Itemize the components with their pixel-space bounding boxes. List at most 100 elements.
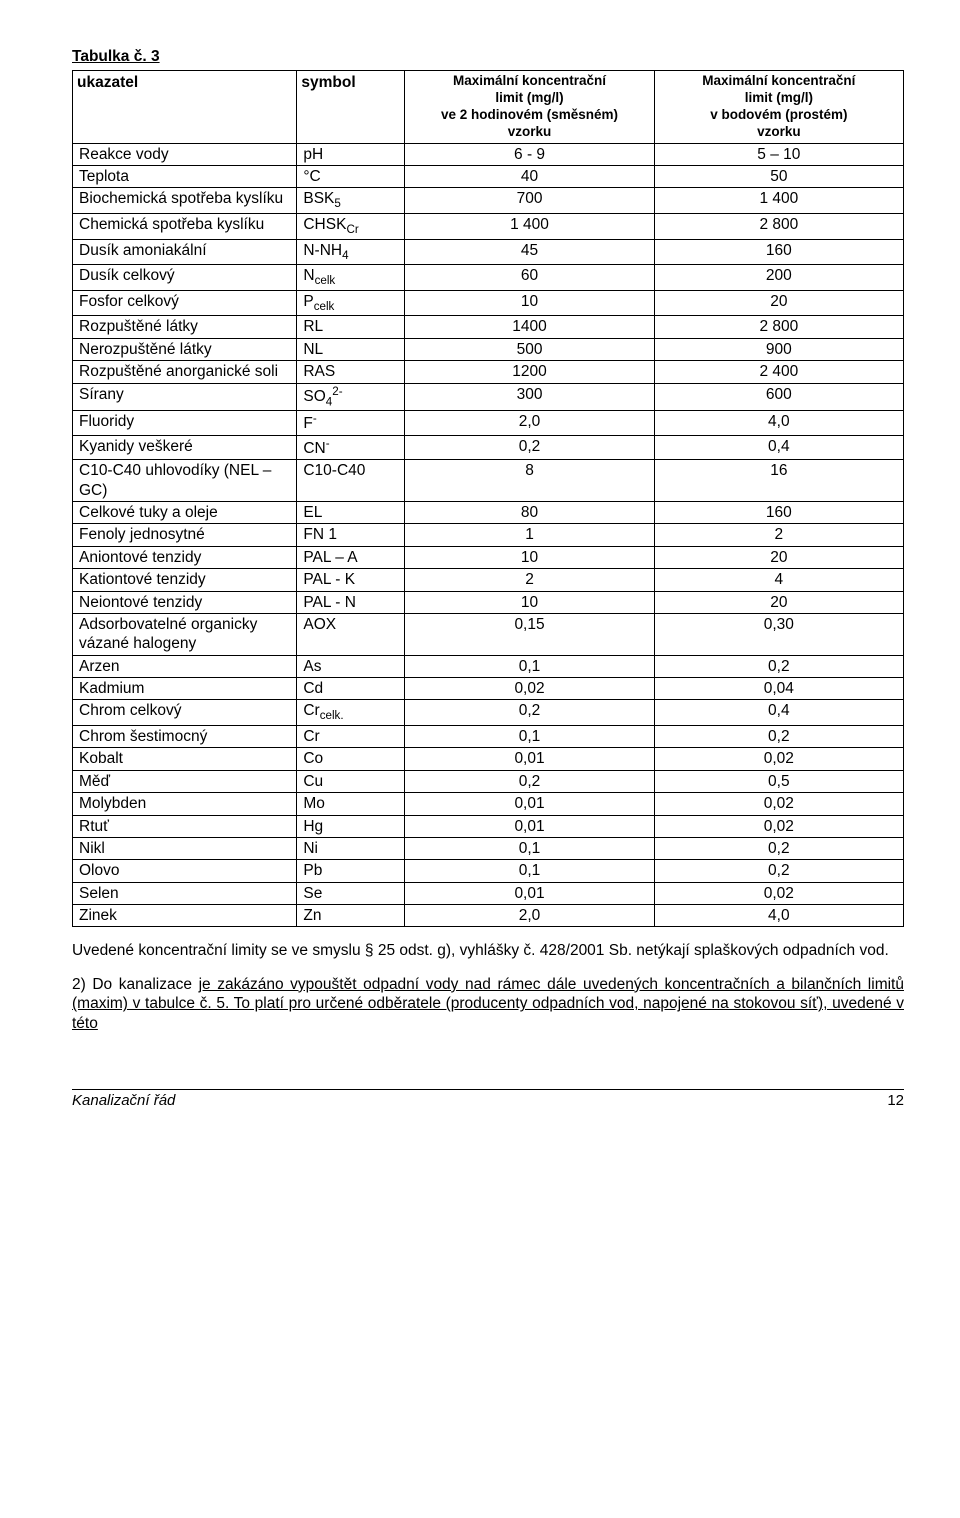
- cell-limit-2h: 0,1: [405, 837, 654, 859]
- cell-limit-spot: 0,30: [654, 613, 903, 655]
- cell-symbol: F-: [297, 411, 405, 436]
- table-row: ZinekZn2,04,0: [73, 905, 904, 927]
- table-row: RtuťHg0,010,02: [73, 815, 904, 837]
- cell-limit-spot: 160: [654, 239, 903, 265]
- cell-limit-2h: 6 - 9: [405, 143, 654, 165]
- cell-limit-2h: 40: [405, 165, 654, 187]
- cell-limit-spot: 4,0: [654, 905, 903, 927]
- table-row: MěďCu0,20,5: [73, 770, 904, 792]
- cell-limit-2h: 0,1: [405, 860, 654, 882]
- cell-indicator: Fosfor celkový: [73, 290, 297, 316]
- cell-symbol: Mo: [297, 793, 405, 815]
- cell-limit-spot: 0,4: [654, 435, 903, 460]
- cell-limit-spot: 0,02: [654, 815, 903, 837]
- cell-indicator: Chrom šestimocný: [73, 726, 297, 748]
- cell-limit-2h: 10: [405, 546, 654, 568]
- table-row: C10-C40 uhlovodíky (NEL – GC)C10-C40816: [73, 460, 904, 502]
- cell-limit-2h: 10: [405, 591, 654, 613]
- cell-limit-spot: 2: [654, 524, 903, 546]
- cell-symbol: EL: [297, 502, 405, 524]
- cell-limit-spot: 200: [654, 265, 903, 291]
- limits-table: ukazatel symbol Maximální koncentrační l…: [72, 70, 904, 927]
- cell-indicator: Olovo: [73, 860, 297, 882]
- cell-limit-spot: 0,02: [654, 793, 903, 815]
- cell-indicator: Kobalt: [73, 748, 297, 770]
- cell-symbol: Co: [297, 748, 405, 770]
- cell-limit-spot: 2 400: [654, 361, 903, 383]
- cell-limit-2h: 0,01: [405, 815, 654, 837]
- table-row: Chrom šestimocnýCr0,10,2: [73, 726, 904, 748]
- cell-indicator: Rozpuštěné látky: [73, 316, 297, 338]
- cell-limit-2h: 0,2: [405, 770, 654, 792]
- table-header-row: ukazatel symbol Maximální koncentrační l…: [73, 71, 904, 144]
- cell-symbol: PAL - N: [297, 591, 405, 613]
- cell-symbol: N-NH4: [297, 239, 405, 265]
- cell-limit-2h: 500: [405, 338, 654, 360]
- cell-limit-spot: 900: [654, 338, 903, 360]
- cell-indicator: Nikl: [73, 837, 297, 859]
- table-title: Tabulka č. 3: [72, 48, 904, 66]
- cell-symbol: PAL – A: [297, 546, 405, 568]
- cell-limit-spot: 0,4: [654, 700, 903, 726]
- cell-limit-spot: 1 400: [654, 188, 903, 214]
- cell-symbol: FN 1: [297, 524, 405, 546]
- cell-limit-spot: 600: [654, 383, 903, 411]
- cell-symbol: Hg: [297, 815, 405, 837]
- cell-limit-2h: 60: [405, 265, 654, 291]
- cell-indicator: Chemická spotřeba kyslíku: [73, 213, 297, 239]
- table-row: Aniontové tenzidyPAL – A1020: [73, 546, 904, 568]
- cell-symbol: pH: [297, 143, 405, 165]
- col-limit-spot: Maximální koncentrační limit (mg/l) v bo…: [654, 71, 903, 144]
- cell-limit-spot: 20: [654, 546, 903, 568]
- cell-symbol: NL: [297, 338, 405, 360]
- cell-limit-spot: 20: [654, 290, 903, 316]
- cell-indicator: Arzen: [73, 655, 297, 677]
- cell-limit-spot: 50: [654, 165, 903, 187]
- cell-indicator: Rtuť: [73, 815, 297, 837]
- cell-symbol: Ncelk: [297, 265, 405, 291]
- cell-limit-spot: 5 – 10: [654, 143, 903, 165]
- cell-limit-2h: 0,01: [405, 793, 654, 815]
- table-row: SíranySO42-300600: [73, 383, 904, 411]
- table-row: Teplota°C4050: [73, 165, 904, 187]
- cell-limit-2h: 45: [405, 239, 654, 265]
- cell-limit-2h: 0,1: [405, 726, 654, 748]
- cell-symbol: SO42-: [297, 383, 405, 411]
- cell-limit-spot: 0,2: [654, 655, 903, 677]
- cell-limit-2h: 2: [405, 569, 654, 591]
- cell-symbol: Cr: [297, 726, 405, 748]
- cell-indicator: Teplota: [73, 165, 297, 187]
- cell-limit-2h: 1200: [405, 361, 654, 383]
- cell-indicator: Rozpuštěné anorganické soli: [73, 361, 297, 383]
- table-row: Celkové tuky a olejeEL80160: [73, 502, 904, 524]
- cell-limit-spot: 0,02: [654, 748, 903, 770]
- table-row: Rozpuštěné anorganické soliRAS12002 400: [73, 361, 904, 383]
- cell-symbol: Cu: [297, 770, 405, 792]
- cell-indicator: Selen: [73, 882, 297, 904]
- cell-limit-2h: 0,01: [405, 882, 654, 904]
- cell-indicator: C10-C40 uhlovodíky (NEL – GC): [73, 460, 297, 502]
- cell-indicator: Zinek: [73, 905, 297, 927]
- table-row: Dusík amoniakálníN-NH445160: [73, 239, 904, 265]
- cell-indicator: Fluoridy: [73, 411, 297, 436]
- cell-limit-spot: 0,2: [654, 860, 903, 882]
- cell-limit-2h: 1: [405, 524, 654, 546]
- cell-limit-2h: 2,0: [405, 411, 654, 436]
- cell-limit-2h: 0,2: [405, 700, 654, 726]
- table-row: Fosfor celkovýPcelk1020: [73, 290, 904, 316]
- cell-indicator: Fenoly jednosytné: [73, 524, 297, 546]
- cell-limit-spot: 16: [654, 460, 903, 502]
- col-symbol: symbol: [297, 71, 405, 144]
- cell-indicator: Nerozpuštěné látky: [73, 338, 297, 360]
- cell-limit-2h: 0,1: [405, 655, 654, 677]
- cell-limit-2h: 300: [405, 383, 654, 411]
- cell-limit-spot: 160: [654, 502, 903, 524]
- cell-symbol: Ni: [297, 837, 405, 859]
- cell-symbol: Se: [297, 882, 405, 904]
- cell-symbol: CN-: [297, 435, 405, 460]
- table-row: KadmiumCd0,020,04: [73, 678, 904, 700]
- cell-symbol: RL: [297, 316, 405, 338]
- cell-limit-2h: 1400: [405, 316, 654, 338]
- paragraph-1: Uvedené koncentrační limity se ve smyslu…: [72, 941, 904, 960]
- cell-symbol: As: [297, 655, 405, 677]
